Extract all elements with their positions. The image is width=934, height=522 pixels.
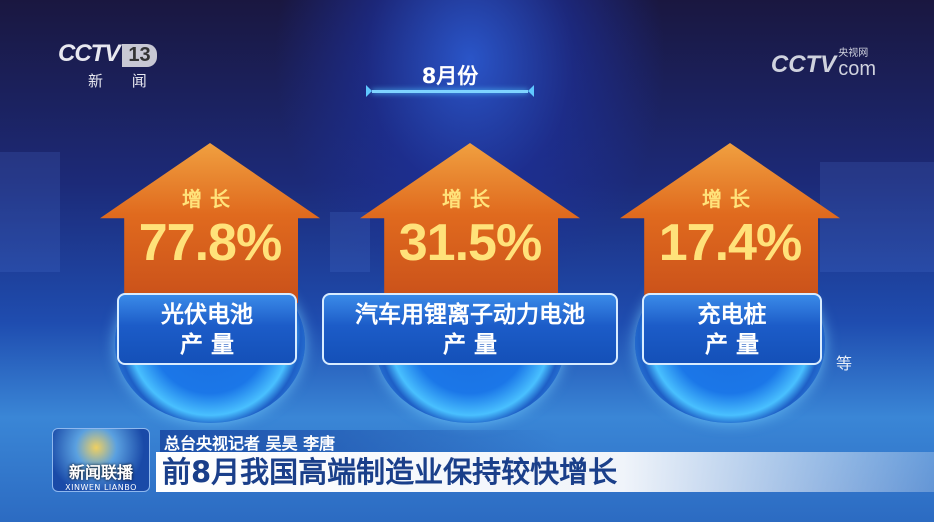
stat-card-ev-battery: 增长 31.5% 汽车用锂离子动力电池 产 量 bbox=[322, 143, 618, 423]
logo-number: 13 bbox=[122, 44, 157, 67]
stat-card-solar: 增长 77.8% 光伏电池 产 量 bbox=[100, 143, 320, 423]
stat-card-charging-pile: 增长 17.4% 充电桩 产 量 bbox=[620, 143, 840, 423]
growth-label: 增长 bbox=[702, 187, 758, 211]
logo-subtitle: 新 闻 bbox=[88, 72, 159, 90]
product-name: 充电桩 bbox=[697, 302, 767, 328]
period-underline bbox=[366, 85, 534, 97]
background-building bbox=[820, 162, 934, 272]
cctv13-logo: CCTV 13 新 闻 bbox=[58, 40, 159, 91]
program-logo-cn: 新闻联播 bbox=[68, 463, 133, 482]
product-metric: 产 量 bbox=[442, 332, 497, 358]
web-logo-cn: 央视网 bbox=[838, 48, 869, 59]
logo-brand: CCTV bbox=[58, 40, 120, 67]
growth-label: 增长 bbox=[182, 187, 238, 211]
product-name: 汽车用锂离子动力电池 bbox=[355, 302, 585, 328]
product-metric: 产 量 bbox=[704, 332, 759, 358]
news-headline: 前8月我国高端制造业保持较快增长 bbox=[156, 452, 934, 492]
product-label: 光伏电池 产 量 bbox=[117, 293, 297, 365]
growth-value: 77.8% bbox=[138, 214, 282, 272]
etc-note: 等 bbox=[836, 354, 853, 373]
product-label: 汽车用锂离子动力电池 产 量 bbox=[322, 293, 618, 365]
program-logo-en: XINWEN LIANBO bbox=[65, 483, 137, 492]
product-metric: 产 量 bbox=[179, 332, 234, 358]
xinwen-lianbo-logo: 新闻联播 XINWEN LIANBO bbox=[52, 428, 150, 492]
background-building bbox=[330, 212, 370, 272]
growth-value: 31.5% bbox=[398, 214, 542, 272]
growth-label: 增长 bbox=[442, 187, 498, 211]
cctv-com-logo: CCTV 央视网 com bbox=[771, 44, 876, 79]
web-logo-suffix: com bbox=[838, 58, 876, 80]
product-name: 光伏电池 bbox=[161, 302, 253, 328]
growth-value: 17.4% bbox=[658, 214, 802, 272]
period-title: 8月份 bbox=[421, 64, 479, 88]
web-logo-brand: CCTV bbox=[770, 51, 837, 78]
background-building bbox=[0, 152, 60, 272]
reporter-credit: 总台央视记者 吴昊 李唐 bbox=[160, 430, 560, 453]
product-label: 充电桩 产 量 bbox=[642, 293, 822, 365]
